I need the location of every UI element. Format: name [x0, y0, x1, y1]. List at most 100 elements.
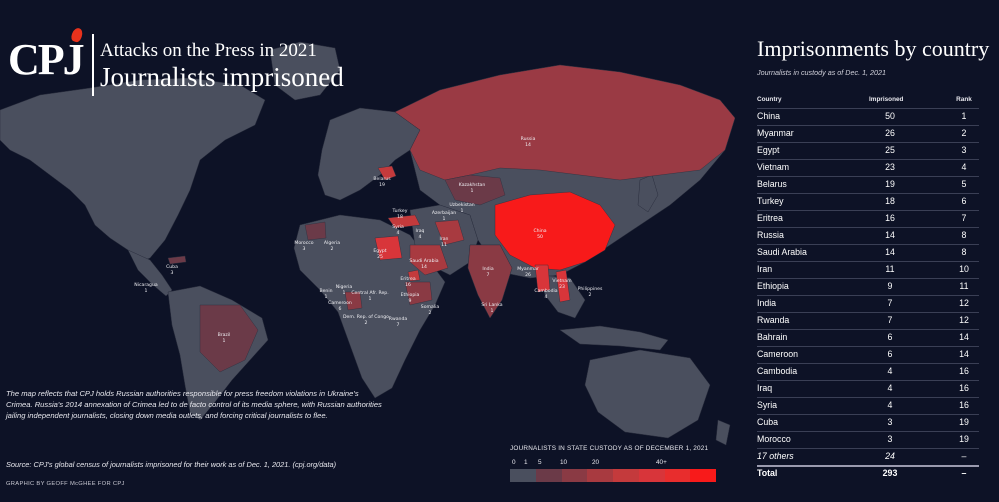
table-subtitle: Journalists in custody as of Dec. 1, 202…	[757, 68, 887, 77]
rank-cell: 1	[961, 111, 967, 121]
map-value-algeria: 2	[331, 246, 334, 252]
map-label-philippines: Philippines	[578, 286, 603, 292]
rank-cell: 11	[959, 281, 969, 291]
australia-shape	[584, 349, 711, 439]
map-label-cuba: Cuba	[166, 264, 178, 270]
russia-shape	[394, 64, 735, 181]
legend-swatch	[613, 469, 639, 482]
map-label-iran: Iran	[440, 236, 449, 242]
legend-swatch	[638, 469, 665, 482]
table-row: Morocco 3 19	[757, 431, 979, 448]
map-value-ethiopia: 9	[409, 298, 412, 304]
table-row: India 7 12	[757, 295, 979, 312]
map-value-turkey: 18	[397, 214, 403, 220]
map-label-syria: Syria	[392, 224, 404, 230]
country-cell: Saudi Arabia	[757, 247, 807, 257]
imprisoned-cell: 9	[887, 281, 893, 291]
table-row: Syria 4 16	[757, 397, 979, 414]
country-cell: Bahrain	[757, 332, 788, 342]
imprisonments-panel: Imprisonments by country Journalists in …	[745, 0, 999, 502]
graphic-credit: GRAPHIC BY GEOFF McGHEE FOR CPJ	[6, 481, 125, 487]
table-row: Myanmar 26 2	[757, 125, 979, 142]
map-value-cameroon: 6	[339, 306, 342, 312]
table-row: Iran 11 10	[757, 261, 979, 278]
table-row: Turkey 18 6	[757, 193, 979, 210]
table-title: Imprisonments by country	[757, 36, 990, 61]
map-label-dem-rep-of-congo: Dem. Rep. of Congo	[343, 314, 389, 320]
rank-cell: 12	[959, 298, 969, 308]
rank-cell: 16	[959, 383, 969, 393]
map-label-myanmar: Myanmar	[517, 266, 539, 272]
legend-swatch	[510, 469, 536, 482]
map-value-dem-rep-of-congo: 2	[365, 320, 368, 326]
rank-cell: 4	[961, 162, 967, 172]
table-row: Vietnam 23 4	[757, 159, 979, 176]
table-row: Eritrea 16 7	[757, 210, 979, 227]
rank-cell: 3	[961, 145, 967, 155]
map-label-vietnam: Vietnam	[552, 278, 572, 284]
map-value-somalia: 2	[429, 310, 432, 316]
rank-cell: 19	[959, 434, 969, 444]
imprisoned-cell: 4	[887, 366, 893, 376]
map-label-morocco: Morocco	[294, 240, 313, 246]
belarus-shape	[377, 165, 397, 181]
country-cell: Myanmar	[757, 128, 794, 138]
legend-swatch	[535, 469, 562, 482]
brazil-shape	[199, 304, 259, 373]
country-cell: Russia	[757, 230, 784, 240]
table-row: Egypt 25 3	[757, 142, 979, 159]
map-label-turkey: Turkey	[392, 208, 408, 214]
map-value-vietnam: 23	[559, 284, 565, 290]
source-note: Source: CPJ's global census of journalis…	[6, 460, 337, 469]
myanmar-shape	[534, 264, 551, 293]
country-cell: Eritrea	[757, 213, 783, 223]
rank-cell: 5	[961, 179, 967, 189]
turkey-shape	[387, 214, 421, 229]
legend-tick-10: 10	[560, 459, 568, 466]
map-label-india: India	[482, 266, 493, 272]
rank-cell: 6	[961, 196, 967, 206]
imprisoned-cell: 11	[885, 264, 895, 274]
rank-cell: 14	[959, 332, 969, 342]
table-row: Ethiopia 9 11	[757, 278, 979, 295]
country-cell: Morocco	[757, 434, 791, 444]
table-row: Belarus 19 5	[757, 176, 979, 193]
vietnam-shape	[555, 269, 571, 303]
country-cell: China	[757, 111, 780, 121]
legend-tick-0: 0	[512, 459, 516, 466]
map-value-cambodia: 4	[545, 294, 548, 300]
country-cell: Iran	[757, 264, 773, 274]
legend-color-scale	[510, 469, 716, 482]
imprisoned-cell: 16	[885, 213, 895, 223]
logo-divider	[92, 34, 94, 96]
country-cell: Syria	[757, 400, 778, 410]
africa-shape	[293, 214, 446, 399]
map-label-cambodia: Cambodia	[534, 288, 557, 294]
map-value-uzbekistan: 1	[461, 208, 464, 214]
map-label-nigeria: Nigeria	[336, 284, 353, 290]
map-label-eritrea: Eritrea	[400, 276, 415, 282]
imprisoned-cell: 19	[885, 179, 895, 189]
country-cell: Belarus	[757, 179, 787, 189]
map-label-central-afr-rep: Central Afr. Rep.	[351, 290, 388, 296]
legend-tick-40: 40+	[656, 459, 667, 466]
ethiopia-shape	[404, 281, 433, 306]
rank-cell: 7	[961, 213, 967, 223]
egypt-shape	[374, 235, 403, 261]
indonesia-shape	[559, 325, 669, 351]
cameroon-shape	[344, 291, 363, 311]
table-row: Iraq 4 16	[757, 380, 979, 397]
table-row: Rwanda 7 12	[757, 312, 979, 329]
india-highlight-shape	[467, 244, 513, 319]
map-label-russia: Russia	[521, 136, 536, 142]
table-row: Saudi Arabia 14 8	[757, 244, 979, 261]
imprisoned-cell: 26	[885, 128, 895, 138]
map-value-iran: 11	[441, 242, 447, 248]
eritrea-shape	[407, 269, 421, 282]
imprisoned-cell: 18	[885, 196, 895, 206]
page-title: Journalists imprisoned	[100, 62, 344, 92]
country-cell: India	[757, 298, 777, 308]
table-row: Cambodia 4 16	[757, 363, 979, 380]
imprisoned-cell: 25	[885, 145, 895, 155]
